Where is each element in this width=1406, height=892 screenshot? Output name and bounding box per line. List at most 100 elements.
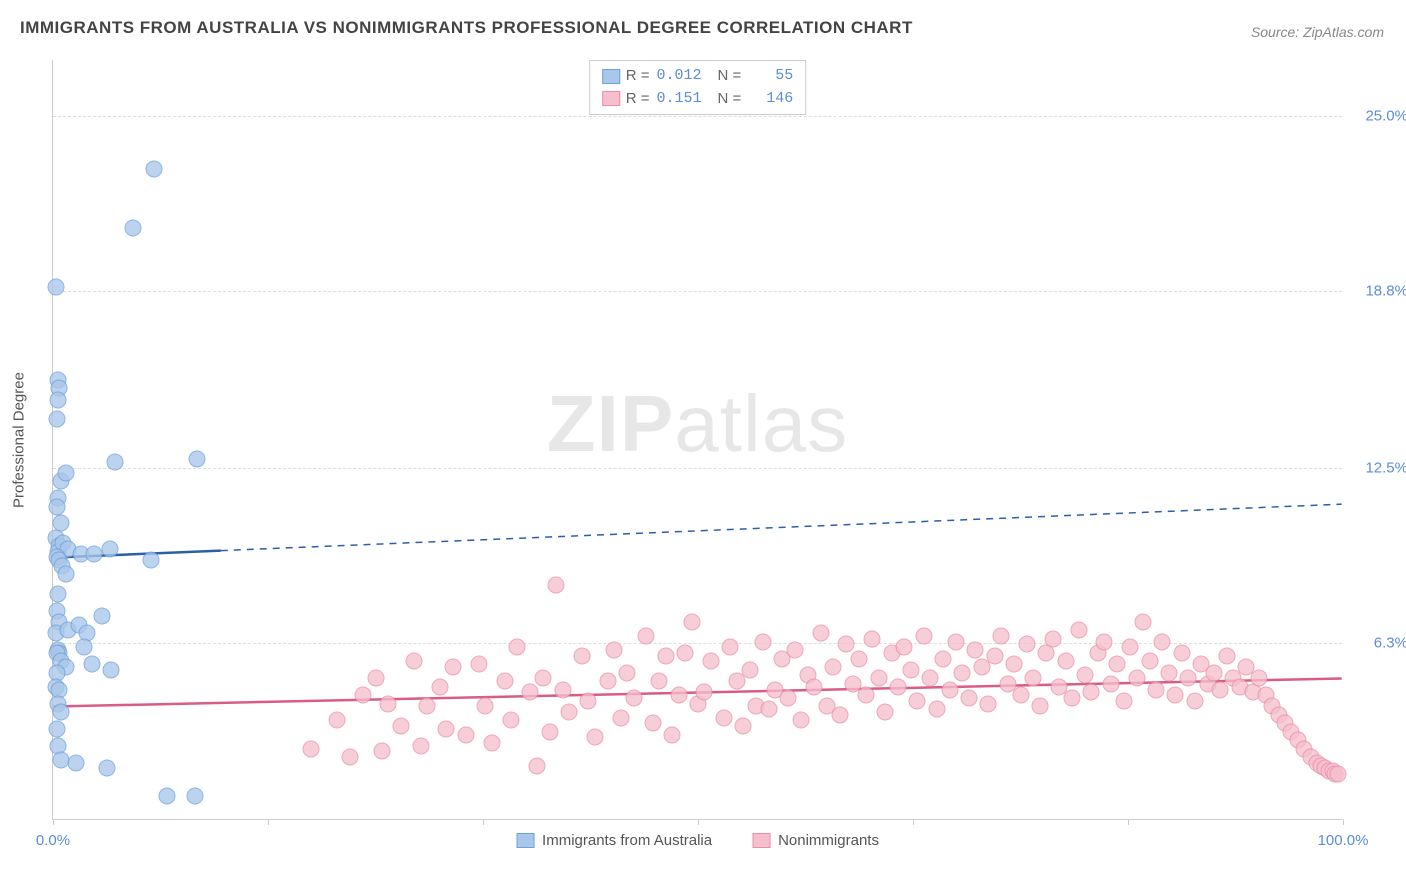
data-point [851,650,868,667]
n-label: N = [718,88,742,111]
data-point [683,613,700,630]
data-point [496,673,513,690]
data-point [477,698,494,715]
data-point [145,160,162,177]
data-point [367,670,384,687]
data-point [1006,656,1023,673]
x-tick [53,819,54,825]
data-point [189,450,206,467]
series-legend-item: Nonimmigrants [752,832,879,849]
data-point [52,751,69,768]
data-point [857,687,874,704]
n-value: 146 [747,88,793,111]
data-point [158,788,175,805]
r-label: R = [626,65,650,88]
data-point [1251,670,1268,687]
data-point [548,577,565,594]
data-point [483,735,500,752]
data-point [124,219,141,236]
x-tick [1343,819,1344,825]
data-point [825,659,842,676]
data-point [438,720,455,737]
data-point [1135,613,1152,630]
n-value: 55 [747,65,793,88]
data-point [573,647,590,664]
data-point [664,726,681,743]
data-point [644,715,661,732]
data-point [528,757,545,774]
data-point [670,687,687,704]
data-point [509,639,526,656]
data-point [606,642,623,659]
legend-swatch [602,69,620,84]
r-value: 0.151 [656,88,702,111]
data-point [760,701,777,718]
data-point [103,661,120,678]
data-point [941,681,958,698]
data-point [928,701,945,718]
data-point [599,673,616,690]
x-axis-label: 100.0% [1318,832,1369,849]
data-point [354,687,371,704]
series-legend-item: Immigrants from Australia [516,832,712,849]
data-point [948,633,965,650]
data-point [889,678,906,695]
data-point [1128,670,1145,687]
data-point [741,661,758,678]
legend-swatch [752,833,770,848]
data-point [444,659,461,676]
y-tick-label: 18.8% [1365,282,1406,299]
gridline [53,116,1342,117]
data-point [406,653,423,670]
data-point [780,689,797,706]
data-point [625,689,642,706]
gridline [53,291,1342,292]
data-point [48,411,65,428]
y-axis-title: Professional Degree [11,372,28,508]
r-value: 0.012 [656,65,702,88]
data-point [143,552,160,569]
data-point [702,653,719,670]
watermark: ZIPatlas [547,378,848,470]
data-point [86,546,103,563]
data-point [586,729,603,746]
data-point [993,628,1010,645]
data-point [786,642,803,659]
data-point [554,681,571,698]
data-point [922,670,939,687]
data-point [864,630,881,647]
data-point [793,712,810,729]
x-tick [913,819,914,825]
data-point [50,585,67,602]
data-point [935,650,952,667]
data-point [432,678,449,695]
y-tick-label: 25.0% [1365,108,1406,125]
data-point [870,670,887,687]
data-point [373,743,390,760]
data-point [1012,687,1029,704]
data-point [715,709,732,726]
y-tick-label: 12.5% [1365,460,1406,477]
x-tick [1128,819,1129,825]
stats-legend: R = 0.012 N = 55 R = 0.151 N = 146 [589,60,807,115]
data-point [457,726,474,743]
data-point [1018,636,1035,653]
data-point [328,712,345,729]
series-legend-label: Immigrants from Australia [542,832,712,849]
data-point [722,639,739,656]
data-point [303,740,320,757]
data-point [806,678,823,695]
data-point [754,633,771,650]
chart-title: IMMIGRANTS FROM AUSTRALIA VS NONIMMIGRAN… [20,18,913,38]
data-point [812,625,829,642]
data-point [838,636,855,653]
stats-legend-row: R = 0.012 N = 55 [602,65,794,88]
data-point [1025,670,1042,687]
data-point [1044,630,1061,647]
data-point [967,642,984,659]
data-point [502,712,519,729]
data-point [1160,664,1177,681]
data-point [612,709,629,726]
data-point [541,723,558,740]
data-point [1154,633,1171,650]
